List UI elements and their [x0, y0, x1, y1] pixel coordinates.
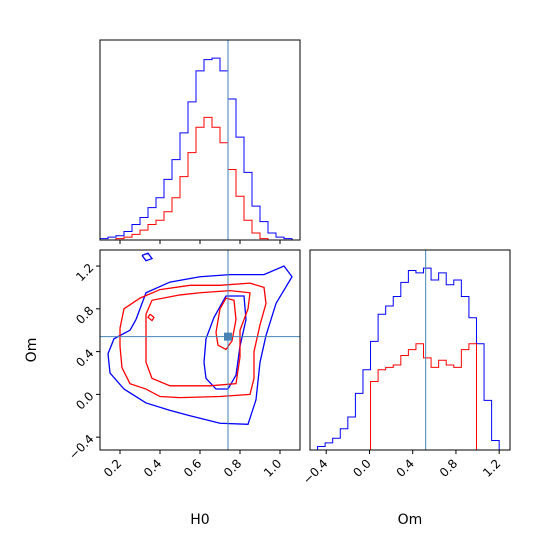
contour-frame: [99, 249, 301, 451]
contour-series-0: [107, 265, 293, 425]
h0-histogram-panel: [99, 39, 301, 244]
om-histogram-panel: −0.4 0.0 0.4 0.8 1.2: [300, 249, 511, 487]
h0-hist-series-1: [100, 116, 300, 241]
om-hist-xtick-label: 0.8: [437, 456, 460, 479]
om-hist-xtick-label: −0.4: [300, 456, 331, 487]
contour-ytick-label: 0.8: [73, 304, 96, 327]
contour-series-6: [147, 313, 155, 322]
contour-xtick-label: 1.0: [261, 456, 284, 479]
h0-hist-series-0: [99, 57, 300, 241]
contour-series-5: [215, 297, 237, 351]
om-hist-frame: [309, 249, 511, 451]
contour-series-4: [145, 289, 251, 387]
contour-series-1: [203, 295, 247, 390]
contour-ytick-label: 0.4: [73, 346, 96, 369]
contour-ytick-label: 0.0: [73, 389, 96, 412]
h0-hist-frame: [99, 39, 301, 241]
contour-xtick-label: 0.4: [141, 456, 164, 479]
h0-om-contour-panel: 0.2 0.4 0.6 0.8 1.0 −0.4 0.0 0.4 0.8 1.2: [66, 249, 301, 480]
contour-series-2: [141, 252, 154, 262]
x-axis-label-h0: H0: [190, 512, 209, 528]
om-hist-xtick-label: 1.2: [480, 456, 503, 479]
y-axis-label-om: Om: [24, 338, 40, 363]
om-hist-xtick-label: 0.0: [350, 456, 373, 479]
om-hist-xtick-label: 0.4: [394, 456, 417, 479]
truth-marker: [224, 332, 232, 341]
contour-series-3: [119, 282, 267, 399]
x-axis-label-om: Om: [398, 512, 423, 528]
om-hist-series-1: [310, 343, 507, 451]
contour-xtick-label: 0.6: [181, 456, 204, 479]
contour-xtick-label: 0.2: [101, 456, 124, 479]
contour-xtick-label: 0.8: [221, 456, 244, 479]
contour-ytick-label: −0.4: [66, 432, 97, 463]
contour-ytick-label: 1.2: [73, 261, 96, 284]
om-hist-series-0: [310, 267, 507, 451]
